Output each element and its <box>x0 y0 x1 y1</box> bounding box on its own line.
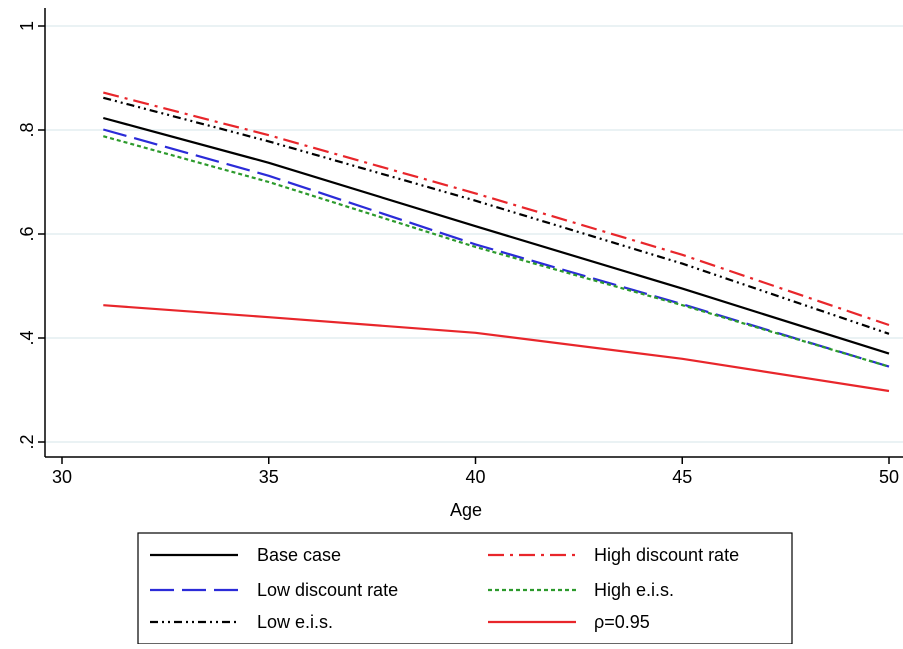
x-tick-label-0: 30 <box>52 467 72 487</box>
legend-label-4: Low e.i.s. <box>257 612 333 632</box>
x-axis-label: Age <box>450 500 482 520</box>
gridlines <box>45 25 903 443</box>
x-axis-ticks: 30 35 40 45 50 <box>52 457 899 487</box>
y-tick-label-3: .8 <box>17 122 37 137</box>
legend-items: Base case High discount rate Low discount … <box>150 545 739 632</box>
series-line-1 <box>103 91 890 327</box>
y-axis-ticks: .2 .4 .6 .8 1 <box>17 21 45 450</box>
y-tick-label-4: 1 <box>17 21 37 31</box>
x-tick-label-4: 50 <box>879 467 899 487</box>
y-tick-label-1: .4 <box>17 330 37 345</box>
series-line-0 <box>103 116 890 355</box>
axes <box>44 8 903 458</box>
series-line-4 <box>103 96 890 335</box>
legend-label-1: High discount rate <box>594 545 739 565</box>
series-line-5 <box>103 304 890 393</box>
legend-label-5: ρ=0.95 <box>594 612 650 632</box>
legend-box <box>137 532 793 645</box>
x-tick-label-1: 35 <box>259 467 279 487</box>
series-layer <box>103 91 890 393</box>
legend-label-0: Base case <box>257 545 341 565</box>
series-line-3 <box>103 135 890 368</box>
legend-label-2: Low discount rate <box>257 580 398 600</box>
y-tick-label-0: .2 <box>17 434 37 449</box>
x-tick-label-3: 45 <box>672 467 692 487</box>
legend: Base case High discount rate Low discount … <box>137 532 793 645</box>
legend-label-3: High e.i.s. <box>594 580 674 600</box>
y-tick-label-2: .6 <box>17 226 37 241</box>
x-tick-label-2: 40 <box>465 467 485 487</box>
